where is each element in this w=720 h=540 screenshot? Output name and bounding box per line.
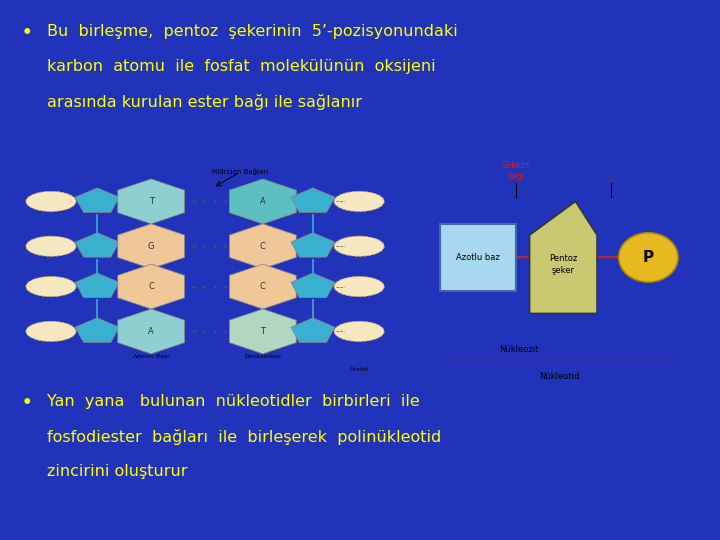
Text: Yan  yana   bulunan  nükleotidler  birbirleri  ile: Yan yana bulunan nükleotidler birbirleri… — [47, 394, 420, 409]
Text: Ester
bağı: Ester bağı — [600, 161, 621, 181]
Text: karbon  atomu  ile  fosfat  molekülünün  oksijeni: karbon atomu ile fosfat molekülünün oksi… — [47, 59, 436, 75]
Polygon shape — [230, 309, 296, 354]
Text: Hidrojen Bağları: Hidrojen Bağları — [212, 168, 268, 175]
Text: Nükleozit: Nükleozit — [499, 345, 539, 354]
Text: A: A — [260, 197, 266, 206]
Text: T: T — [261, 327, 266, 336]
Text: C: C — [260, 282, 266, 291]
Polygon shape — [529, 201, 597, 313]
Polygon shape — [118, 309, 184, 354]
Ellipse shape — [26, 191, 76, 212]
Ellipse shape — [334, 276, 384, 296]
Text: C: C — [260, 242, 266, 251]
Text: arasında kurulan ester bağı ile sağlanır: arasında kurulan ester bağı ile sağlanır — [47, 94, 362, 111]
Text: Azotlu baz: Azotlu baz — [456, 253, 500, 262]
Polygon shape — [75, 188, 120, 212]
Ellipse shape — [26, 321, 76, 341]
Polygon shape — [118, 179, 184, 224]
Text: Pentoz
şeker: Pentoz şeker — [549, 254, 577, 274]
Text: Bu  birleşme,  pentoz  şekerinin  5’-pozisyonundaki: Bu birleşme, pentoz şekerinin 5’-pozisyo… — [47, 24, 457, 39]
Text: A: A — [148, 327, 154, 336]
Polygon shape — [75, 233, 120, 257]
Polygon shape — [75, 318, 120, 342]
Text: C: C — [148, 282, 154, 291]
Text: Adenin Bazı: Adenin Bazı — [132, 354, 170, 359]
Ellipse shape — [26, 276, 76, 296]
Polygon shape — [291, 233, 335, 257]
Text: T: T — [148, 197, 153, 206]
Text: fosfodiester  bağları  ile  birleşerek  polinükleotid: fosfodiester bağları ile birleşerek poli… — [47, 429, 441, 445]
Text: Deoksiriboz: Deoksiriboz — [245, 354, 282, 359]
Polygon shape — [230, 264, 296, 309]
Ellipse shape — [334, 191, 384, 212]
Polygon shape — [118, 264, 184, 309]
Ellipse shape — [334, 321, 384, 341]
Polygon shape — [291, 318, 335, 342]
Circle shape — [618, 233, 678, 282]
Text: Glikozit
bağı: Glikozit bağı — [502, 161, 531, 181]
Text: Fosfat: Fosfat — [349, 367, 369, 372]
FancyBboxPatch shape — [441, 224, 516, 291]
Polygon shape — [118, 224, 184, 268]
Text: •: • — [22, 24, 32, 42]
Text: Nükleotid: Nükleotid — [539, 372, 580, 381]
Ellipse shape — [26, 236, 76, 256]
Text: P: P — [643, 250, 654, 265]
Polygon shape — [75, 273, 120, 298]
Polygon shape — [291, 188, 335, 212]
Polygon shape — [230, 179, 296, 224]
Text: G: G — [148, 242, 154, 251]
Text: zincirini oluşturur: zincirini oluşturur — [47, 464, 187, 480]
Polygon shape — [291, 273, 335, 298]
Text: •: • — [22, 394, 32, 412]
Ellipse shape — [334, 236, 384, 256]
Polygon shape — [230, 224, 296, 268]
